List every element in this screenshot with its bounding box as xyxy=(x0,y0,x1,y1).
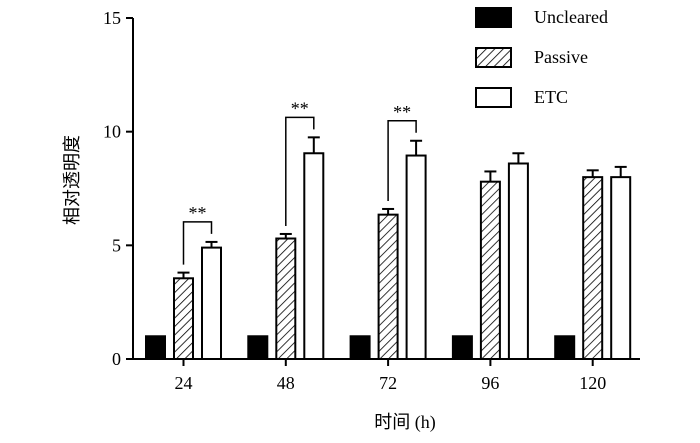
significance-bracket xyxy=(182,221,213,265)
bar-etc-24 xyxy=(201,246,222,361)
y-tick-label: 10 xyxy=(103,122,121,142)
legend-label-etc: ETC xyxy=(534,87,568,107)
bar-etc-96 xyxy=(507,162,529,360)
bar-passive-72 xyxy=(377,213,399,360)
legend-swatch-etc xyxy=(475,87,512,108)
y-tick-label: 15 xyxy=(103,8,121,28)
legend: Uncleared Passive ETC xyxy=(475,7,608,108)
x-tick-label: 120 xyxy=(579,373,606,393)
bar-passive-120 xyxy=(582,176,604,360)
x-tick-label: 48 xyxy=(277,373,295,393)
x-axis-label: 时间 (h) xyxy=(374,412,436,433)
x-tick-label: 72 xyxy=(379,373,397,393)
y-tick-label: 5 xyxy=(112,235,121,255)
bar-uncleared-48 xyxy=(247,335,269,360)
legend-label-passive: Passive xyxy=(534,47,588,67)
legend-swatch-uncleared xyxy=(475,7,512,28)
bars xyxy=(145,136,632,361)
y-tick-label: 0 xyxy=(112,349,121,369)
significance-label: ** xyxy=(189,203,207,223)
y-axis-label: 相对透明度 xyxy=(62,135,82,225)
bar-passive-96 xyxy=(479,180,501,360)
legend-swatch-passive xyxy=(475,47,512,68)
bar-etc-120 xyxy=(610,176,632,360)
x-tick-label: 24 xyxy=(175,373,193,393)
significance-bracket xyxy=(387,120,417,201)
bar-passive-48 xyxy=(275,237,297,360)
x-tick-label: 96 xyxy=(481,373,499,393)
bar-etc-48 xyxy=(303,152,325,360)
bar-passive-24 xyxy=(173,277,194,360)
significance-label: ** xyxy=(291,98,309,118)
significance-label: ** xyxy=(393,102,411,122)
legend-label-uncleared: Uncleared xyxy=(534,7,608,27)
significance-bracket xyxy=(285,116,315,226)
bar-etc-72 xyxy=(405,154,427,360)
bar-uncleared-96 xyxy=(451,335,473,360)
significance-annotations: ** ** ** xyxy=(182,98,417,265)
bar-uncleared-72 xyxy=(349,335,371,360)
bar-uncleared-24 xyxy=(145,335,166,360)
bar-uncleared-120 xyxy=(554,335,576,360)
